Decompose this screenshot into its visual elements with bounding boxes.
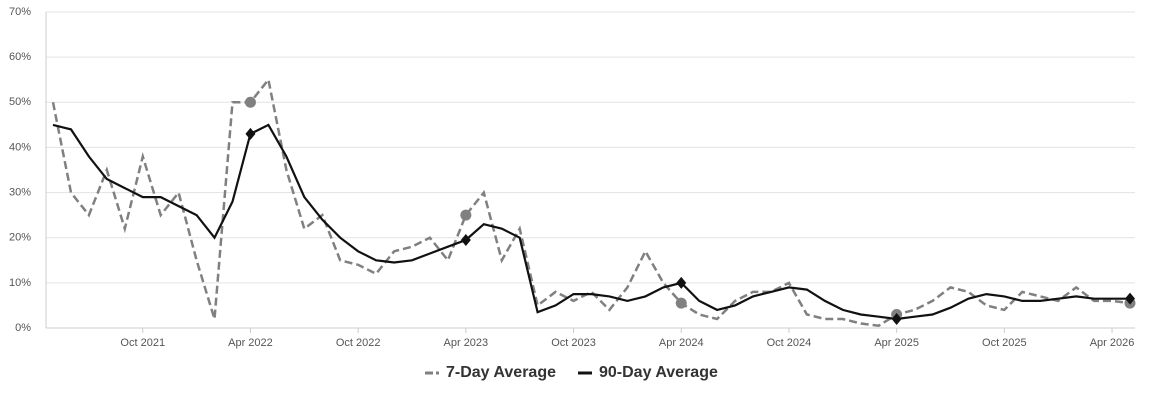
series-line: [52, 123, 1130, 321]
point-marker: [891, 312, 902, 325]
y-tick-label: 60%: [9, 51, 31, 63]
point-marker: [244, 96, 256, 108]
x-tick-label: Apr 2022: [228, 337, 273, 349]
point-marker: [1125, 292, 1135, 305]
point-marker: [676, 276, 687, 289]
x-tick-label: Apr 2025: [874, 337, 919, 349]
x-tick-label: Apr 2023: [444, 337, 489, 349]
y-tick-label: 0%: [15, 322, 31, 334]
y-tick-label: 30%: [9, 186, 31, 198]
point-marker: [460, 209, 472, 221]
y-tick-label: 70%: [9, 6, 31, 18]
legend-label: 90-Day Average: [599, 364, 718, 381]
y-tick-label: 20%: [9, 232, 31, 244]
x-tick-label: Oct 2021: [120, 337, 165, 349]
x-tick-label: Oct 2024: [767, 337, 812, 349]
x-tick-label: Apr 2024: [659, 337, 704, 349]
y-tick-label: 10%: [9, 277, 31, 289]
legend-label: 7-Day Average: [446, 364, 556, 381]
x-tick-label: Oct 2022: [336, 337, 381, 349]
x-tick-label: Oct 2025: [982, 337, 1027, 349]
point-marker: [675, 297, 687, 309]
point-marker: [245, 127, 256, 140]
x-tick-label: Oct 2023: [551, 337, 596, 349]
point-marker: [460, 233, 471, 246]
y-tick-label: 40%: [9, 141, 31, 153]
series-line: [51, 76, 1131, 327]
x-tick-label: Apr 2026: [1090, 337, 1135, 349]
y-tick-label: 50%: [9, 96, 31, 108]
